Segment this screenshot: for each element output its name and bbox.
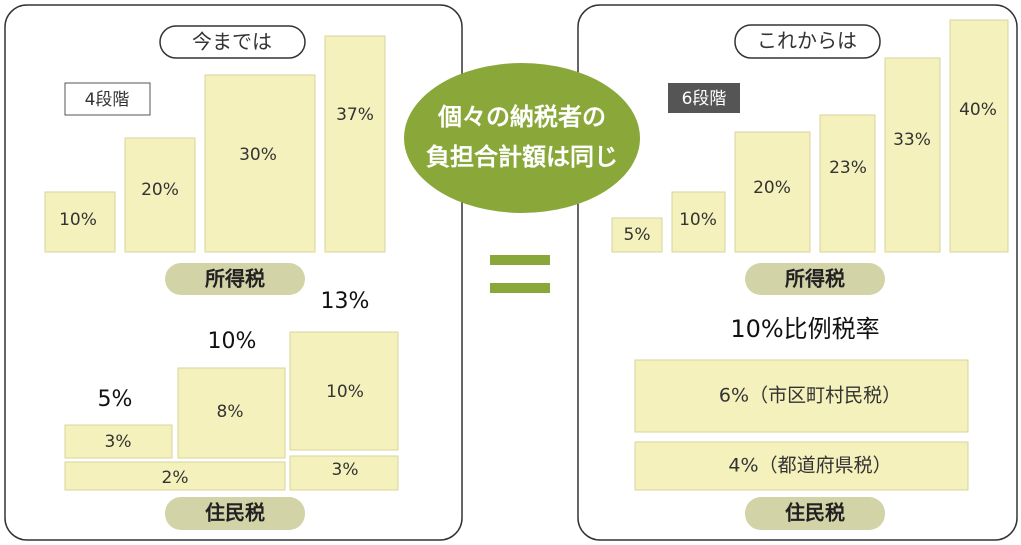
- bar-label: 8%: [217, 402, 244, 422]
- bar: [64, 461, 286, 491]
- badge-text: 4段階: [85, 90, 130, 110]
- bar: [734, 131, 811, 253]
- label-pill: [165, 263, 305, 295]
- label-pill: [745, 497, 885, 530]
- section-label: 所得税: [785, 267, 845, 291]
- bar-label: 3%: [105, 432, 132, 452]
- equals-sign: [490, 283, 550, 293]
- bar: [634, 441, 969, 491]
- bar-label: 10%: [59, 210, 97, 230]
- equals-sign: [490, 255, 550, 265]
- bar-label: 33%: [893, 130, 931, 150]
- title-pill: [159, 25, 306, 59]
- bar: [611, 217, 663, 253]
- badge: [64, 82, 151, 116]
- rate-label: 10%比例税率: [730, 315, 879, 343]
- bar: [289, 455, 399, 491]
- bar-label: 20%: [141, 180, 179, 200]
- bar-label: 20%: [753, 178, 791, 198]
- message: 個々の納税者の: [437, 103, 606, 131]
- bar-label: 30%: [239, 145, 277, 165]
- bar-label: 2%: [162, 468, 189, 488]
- total-label: 13%: [321, 289, 370, 314]
- badge: [668, 83, 740, 113]
- badge-text: 6段階: [682, 89, 727, 109]
- bar: [44, 191, 116, 253]
- label-pill: [745, 263, 885, 295]
- bar: [819, 114, 876, 253]
- bar: [884, 57, 941, 253]
- total-label: 5%: [98, 387, 133, 412]
- bar-label: 5%: [624, 225, 651, 245]
- bar: [64, 424, 173, 459]
- bar-label: 6%（市区町村民税）: [719, 385, 901, 407]
- bar-label: 4%（都道府県税）: [728, 455, 891, 477]
- total-label: 10%: [208, 329, 257, 354]
- bar: [289, 331, 399, 451]
- title: 今までは: [192, 30, 272, 54]
- bar-label: 3%: [332, 460, 359, 480]
- section-label: 住民税: [785, 501, 845, 525]
- label-pill: [165, 497, 305, 530]
- section-label: 所得税: [205, 267, 265, 291]
- bar-label: 37%: [336, 105, 374, 125]
- bar-label: 10%: [679, 210, 717, 230]
- bar: [634, 359, 969, 433]
- bar: [204, 74, 316, 253]
- bar-label: 10%: [326, 382, 364, 402]
- bar-label: 40%: [959, 100, 997, 120]
- bar: [124, 137, 196, 253]
- bar: [324, 35, 386, 253]
- message: 負担合計額は同じ: [426, 143, 618, 171]
- message-ellipse: [404, 63, 640, 213]
- bar: [671, 191, 726, 253]
- bar: [949, 19, 1009, 253]
- bar: [177, 367, 286, 459]
- title: これからは: [757, 29, 857, 53]
- title-pill: [734, 24, 881, 59]
- bar-label: 23%: [829, 158, 867, 178]
- section-label: 住民税: [205, 501, 265, 525]
